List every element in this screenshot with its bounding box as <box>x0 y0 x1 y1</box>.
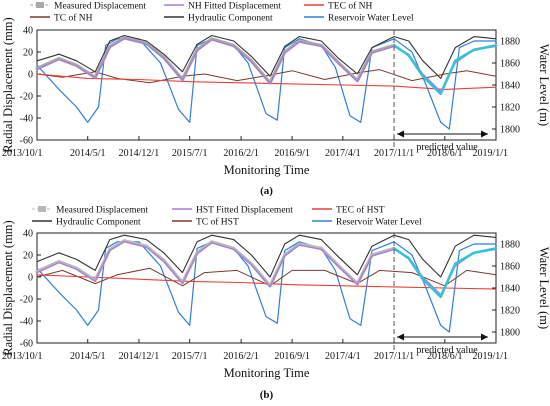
series-line-predicted-displacement <box>392 247 498 299</box>
legend-label: Measured Displacement <box>56 206 148 216</box>
x-tick-label: 2016/2/1 <box>223 351 259 362</box>
legend-label: TEC of NH <box>328 1 372 12</box>
series-line-reservoir-water-level <box>36 241 497 333</box>
y-tick-label: 40 <box>23 26 33 37</box>
series-line-tc <box>36 69 497 84</box>
x-tick-label: 2015/7/1 <box>172 351 208 362</box>
x-tick-label: 2016/9/1 <box>274 148 310 159</box>
legend-label: TC of NH <box>54 13 93 24</box>
panel-label: (b) <box>260 389 274 401</box>
y-tick-label: 40 <box>23 229 33 240</box>
y2-tick-label: 1800 <box>500 125 520 136</box>
y2-tick-label: 1820 <box>500 103 520 114</box>
prediction-arrow-head-left <box>397 130 405 138</box>
legend-label: Hydraulic Component <box>188 14 273 24</box>
y-tick-label: -20 <box>20 92 33 103</box>
legend-label: TC of HST <box>196 217 239 228</box>
series-line-hydraulic-component <box>36 34 497 79</box>
y2-tick-label: 1840 <box>500 81 520 92</box>
y2-tick-label: 1860 <box>500 262 520 273</box>
x-tick-label: 2017/11/1 <box>374 148 414 159</box>
x-tick-label: 2014/5/1 <box>70 148 106 159</box>
x-tick-label: 2019/1/1 <box>472 351 508 362</box>
x-tick-label: 2015/7/1 <box>172 148 208 159</box>
x-tick-label: 2016/2/1 <box>223 148 259 159</box>
x-tick-label: 2013/10/1 <box>2 351 43 362</box>
prediction-arrow-head-right <box>481 130 488 138</box>
chart-panel-b: 40 20 0 -20 -40 -60 1880 1860 1840 1820 1800 2013/1… <box>1 205 550 402</box>
series-line-reservoir-water-level <box>36 38 497 130</box>
x-tick-label: 2018/6/1 <box>427 148 463 159</box>
legend-label: Measured Displacement <box>54 2 146 12</box>
y-tick-label: -40 <box>20 114 33 125</box>
x-tick-label: 2013/10/1 <box>2 148 43 159</box>
prediction-arrow-head-left <box>397 333 405 341</box>
y-tick-label: 20 <box>23 48 33 59</box>
y-tick-label: 20 <box>23 251 33 262</box>
x-tick-label: 2014/12/1 <box>119 148 160 159</box>
y2-tick-label: 1880 <box>500 37 520 48</box>
y2-tick-label: 1860 <box>500 59 520 70</box>
y-tick-label: 0 <box>28 273 33 284</box>
series-line-predicted-displacement <box>392 44 498 96</box>
x-tick-label: 2014/5/1 <box>70 351 106 362</box>
legend-label: HST Fitted Displacement <box>196 206 293 216</box>
y2-axis-label: Water Level (m) <box>537 44 550 126</box>
chart-panel-a: 40 20 0 -20 -40 -60 1880 1860 1840 1820 1800 2013/1… <box>1 1 550 198</box>
y-axis-label: Radial Displacement (mm) <box>1 17 15 152</box>
x-tick-label: 2017/4/1 <box>325 148 361 159</box>
y2-tick-label: 1820 <box>500 306 520 317</box>
y-tick-label: -20 <box>20 295 33 306</box>
y2-tick-label: 1800 <box>500 328 520 339</box>
x-axis-label: Monitoring Time <box>224 163 310 177</box>
series-line-hydraulic-component <box>36 234 497 278</box>
legend-label: TEC of HST <box>336 205 385 216</box>
y2-tick-label: 1840 <box>500 284 520 295</box>
legend-label: Hydraulic Component <box>56 218 141 228</box>
y2-tick-label: 1880 <box>500 240 520 251</box>
x-tick-label: 2016/9/1 <box>274 351 310 362</box>
legend-label: NH Fitted Displacement <box>188 2 281 12</box>
legend-label: Reservoir Water Level <box>336 218 422 228</box>
y-tick-label: -60 <box>20 339 33 350</box>
legend-label: Reservoir Water Level <box>328 14 414 24</box>
x-tick-label: 2019/1/1 <box>472 148 508 159</box>
x-tick-label: 2017/11/1 <box>374 351 414 362</box>
x-tick-label: 2017/4/1 <box>325 351 361 362</box>
annotation-predicted-value: predicted value <box>416 142 478 153</box>
panel-label: (a) <box>260 185 273 197</box>
x-tick-label: 2014/12/1 <box>119 351 160 362</box>
series-line-tec <box>36 73 497 90</box>
y-tick-label: -40 <box>20 317 33 328</box>
x-tick-label: 2018/6/1 <box>427 351 463 362</box>
x-axis-label: Monitoring Time <box>224 366 310 380</box>
y-tick-label: -60 <box>20 136 33 147</box>
prediction-arrow-head-right <box>481 333 488 341</box>
y2-axis-label: Water Level (m) <box>537 247 550 329</box>
y-tick-label: 0 <box>28 70 33 81</box>
annotation-predicted-value: predicted value <box>416 345 478 356</box>
y-axis-label: Radial Displacement (mm) <box>1 220 15 355</box>
